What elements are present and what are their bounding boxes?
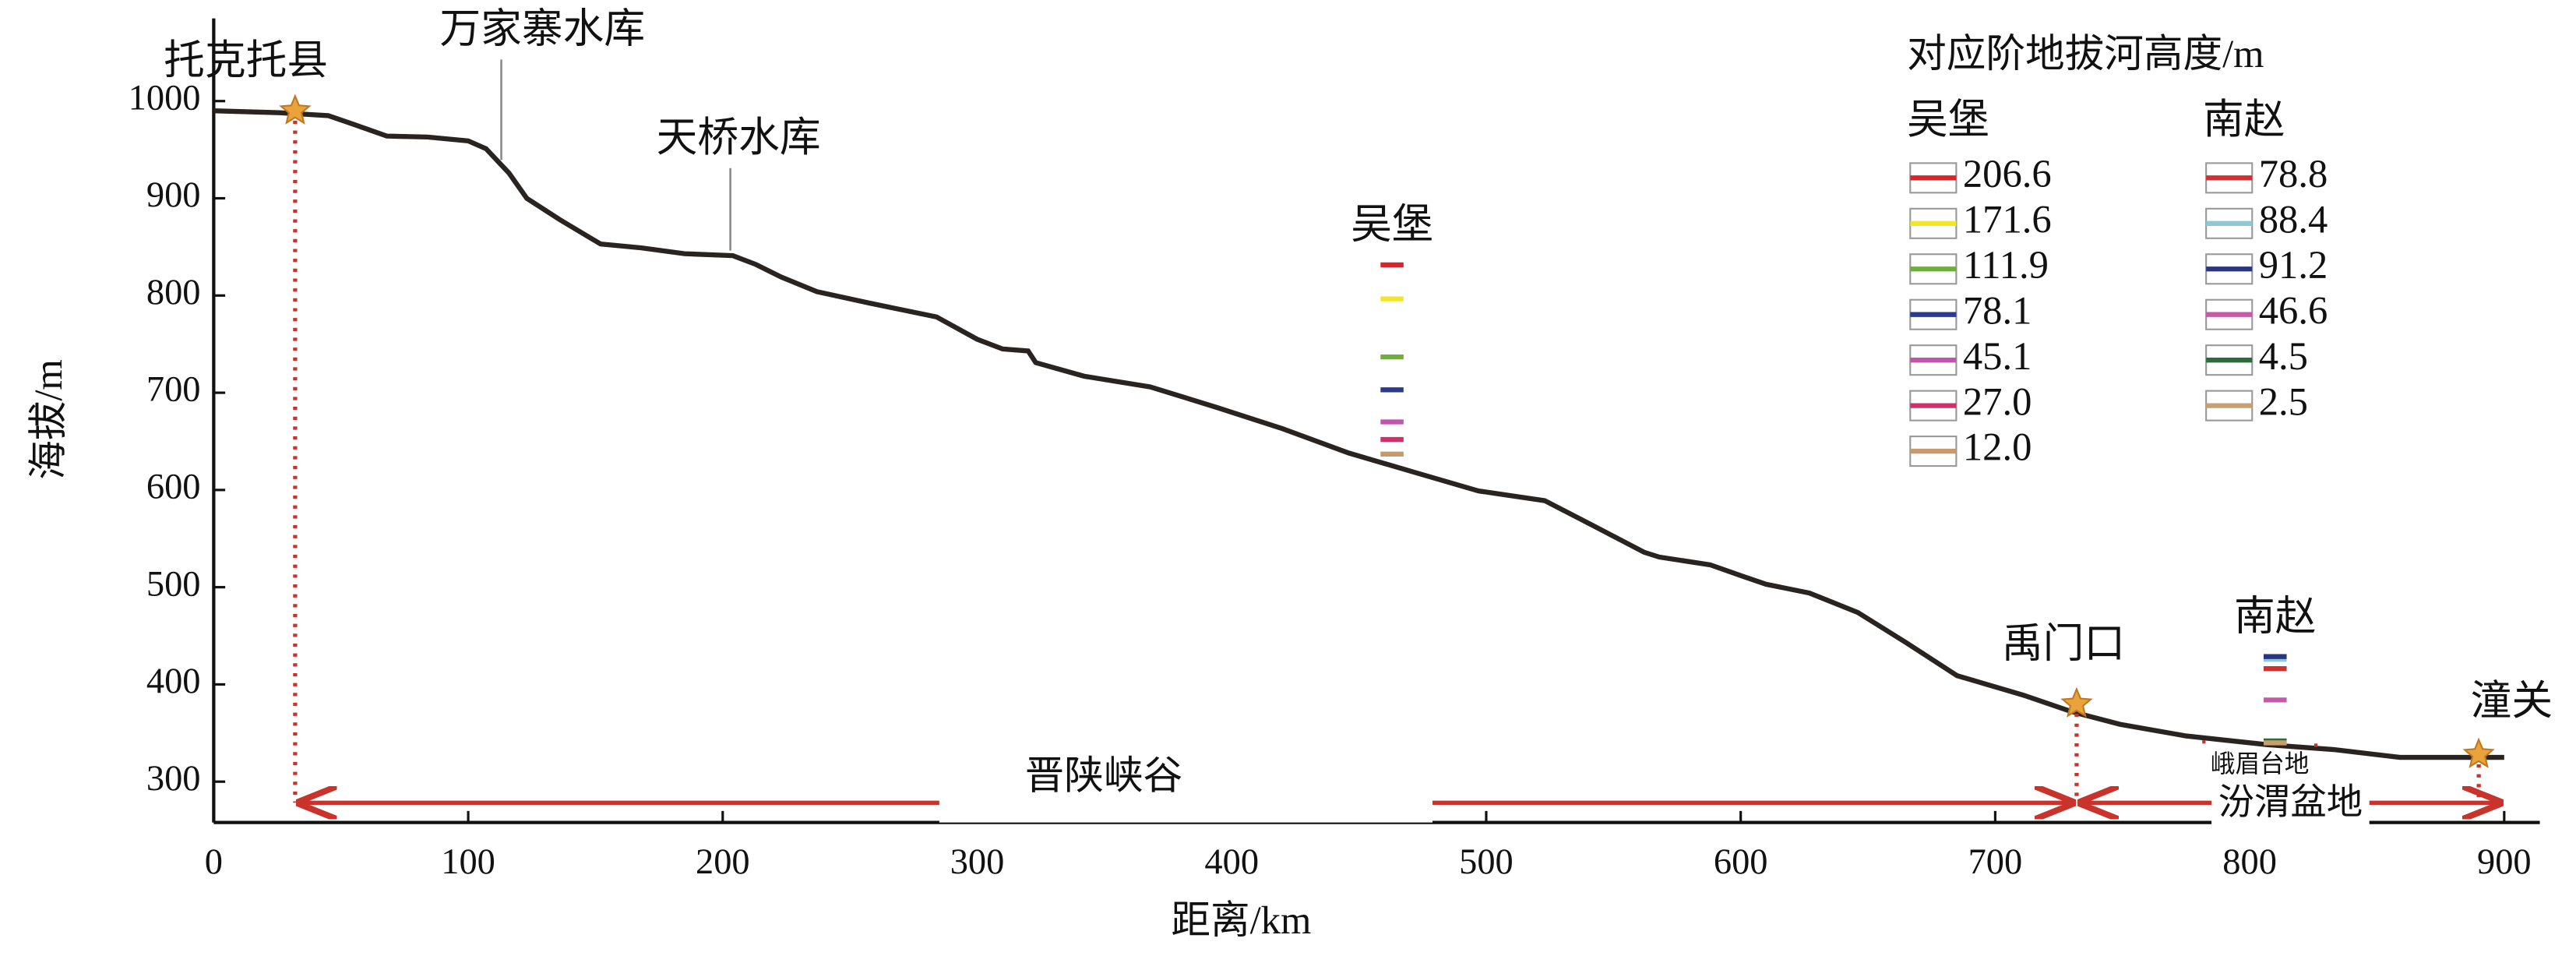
y-tick-label: 1000 bbox=[129, 78, 201, 118]
legend-label: 78.1 bbox=[1963, 288, 2032, 332]
legend-label: 78.8 bbox=[2259, 152, 2328, 196]
y-tick-label: 900 bbox=[146, 175, 201, 215]
legend-label: 88.4 bbox=[2259, 197, 2328, 241]
legend-label: 45.1 bbox=[1963, 334, 2032, 378]
point-label: 托克托县 bbox=[164, 38, 328, 83]
legend-label: 27.0 bbox=[1963, 379, 2032, 423]
legend-header: 南赵 bbox=[2203, 97, 2285, 143]
y-axis-label: 海拔/m bbox=[26, 359, 70, 480]
x-tick-label: 400 bbox=[1204, 842, 1259, 882]
x-tick-label: 800 bbox=[2222, 842, 2277, 882]
legend-header: 吴堡 bbox=[1907, 97, 1989, 143]
x-tick-label: 200 bbox=[696, 842, 750, 882]
x-axis-label: 距离/km bbox=[1171, 898, 1311, 942]
y-tick-label: 600 bbox=[146, 467, 201, 507]
annotation-label: 万家寨水库 bbox=[439, 7, 645, 52]
label-bg bbox=[939, 782, 1432, 823]
x-tick-label: 100 bbox=[441, 842, 495, 882]
region-label: 汾渭盆地 bbox=[2218, 783, 2363, 823]
y-tick-label: 300 bbox=[146, 759, 201, 799]
region-label: 峨眉台地 bbox=[2211, 750, 2310, 778]
point-star bbox=[279, 93, 312, 125]
x-tick-label: 500 bbox=[1459, 842, 1514, 882]
legend-label: 4.5 bbox=[2259, 334, 2308, 378]
y-tick-label: 800 bbox=[146, 273, 201, 312]
x-tick-label: 0 bbox=[205, 842, 223, 882]
label-bg bbox=[2211, 789, 2370, 826]
region-label: 晋陕峡谷 bbox=[1025, 753, 1183, 797]
legend-label: 46.6 bbox=[2259, 288, 2328, 332]
profile-line bbox=[213, 108, 2504, 760]
x-tick-label: 700 bbox=[1968, 842, 2023, 882]
station-label: 南赵 bbox=[2234, 594, 2317, 639]
legend-label: 2.5 bbox=[2259, 379, 2308, 423]
legend-label: 111.9 bbox=[1963, 243, 2049, 287]
legend-label: 171.6 bbox=[1963, 197, 2052, 241]
y-tick-label: 500 bbox=[146, 564, 201, 604]
y-tick-label: 700 bbox=[146, 370, 201, 410]
x-tick-label: 300 bbox=[950, 842, 1005, 882]
point-star bbox=[2462, 737, 2495, 768]
legend-label: 12.0 bbox=[1963, 425, 2032, 469]
y-tick-label: 400 bbox=[146, 661, 201, 701]
legend-label: 206.6 bbox=[1963, 152, 2052, 196]
legend-label: 91.2 bbox=[2259, 243, 2328, 287]
point-label: 潼关 bbox=[2471, 679, 2553, 724]
point-label: 禹门口 bbox=[2002, 622, 2125, 667]
x-tick-label: 900 bbox=[2477, 842, 2532, 882]
legend-title: 对应阶地拔河高度/m bbox=[1907, 32, 2264, 76]
x-tick-label: 600 bbox=[1714, 842, 1768, 882]
station-label: 吴堡 bbox=[1351, 203, 1433, 248]
point-star bbox=[2060, 686, 2093, 718]
annotation-label: 天桥水库 bbox=[657, 115, 821, 161]
